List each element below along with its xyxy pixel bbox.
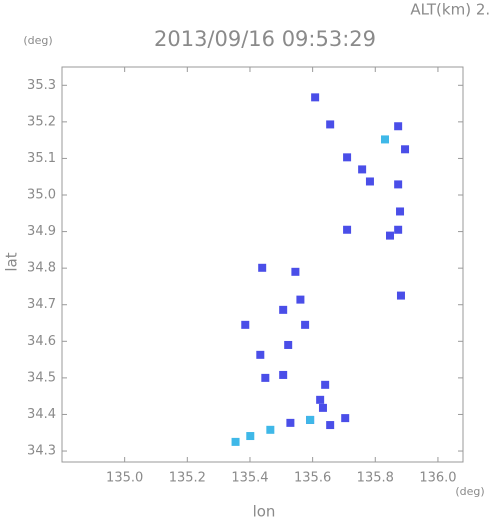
echo-cell [318, 403, 327, 412]
x-tick-label: 135.4 [231, 471, 268, 486]
echo-cell [394, 180, 403, 189]
y-unit: (deg) [23, 34, 52, 47]
echo-cell [286, 418, 295, 427]
y-axis-label: lat [3, 252, 21, 271]
altitude-label: ALT(km) 2.0 [410, 1, 491, 19]
echo-cell [306, 415, 315, 424]
y-tick-label: 34.4 [27, 407, 56, 422]
echo-cell [394, 122, 403, 131]
echo-cell [343, 153, 352, 162]
echo-cell [284, 340, 293, 349]
y-tick-label: 34.8 [27, 261, 56, 276]
echo-cell [358, 165, 367, 174]
echo-cell [296, 295, 305, 304]
echo-cell [326, 421, 335, 430]
plot-frame [61, 66, 464, 463]
echo-cell [311, 93, 320, 102]
y-tick-label: 34.9 [27, 224, 56, 239]
echo-cell [326, 120, 335, 129]
x-tick-label: 135.6 [294, 471, 331, 486]
echo-cell [341, 414, 350, 423]
y-tick-label: 35.3 [27, 78, 56, 93]
echo-cell [396, 291, 405, 300]
echo-cell [258, 263, 267, 272]
echo-cell [261, 373, 270, 382]
y-tick-label: 35.0 [27, 188, 56, 203]
y-tick-label: 34.7 [27, 297, 56, 312]
echo-cell [279, 305, 288, 314]
echo-cell [256, 350, 265, 359]
echo-cell [241, 320, 250, 329]
y-tick-label: 34.5 [27, 370, 56, 385]
y-tick-label: 34.3 [27, 444, 56, 459]
echo-cell [231, 437, 240, 446]
echo-cell [246, 432, 255, 441]
echo-cell [321, 380, 330, 389]
echo-cell [380, 135, 389, 144]
y-tick-label: 35.1 [27, 151, 56, 166]
echo-cell [386, 231, 395, 240]
echo-cell [291, 267, 300, 276]
echo-cell [396, 207, 405, 216]
x-tick-label: 135.8 [357, 471, 394, 486]
echo-cell [394, 225, 403, 234]
x-axis-label: lon [253, 503, 276, 521]
y-tick-label: 35.2 [27, 114, 56, 129]
echo-cell [365, 177, 374, 186]
echo-cell [343, 225, 352, 234]
chart-title: 2013/09/16 09:53:29 [154, 27, 376, 51]
echo-cell [301, 320, 310, 329]
echo-cell [316, 395, 325, 404]
echo-cell [279, 370, 288, 379]
echo-cell [401, 145, 410, 154]
x-tick-label: 135.2 [169, 471, 206, 486]
x-tick-label: 135.0 [106, 471, 143, 486]
echo-cell [266, 425, 275, 434]
x-unit: (deg) [455, 485, 484, 498]
x-tick-label: 136.0 [419, 471, 456, 486]
y-tick-label: 34.6 [27, 334, 56, 349]
